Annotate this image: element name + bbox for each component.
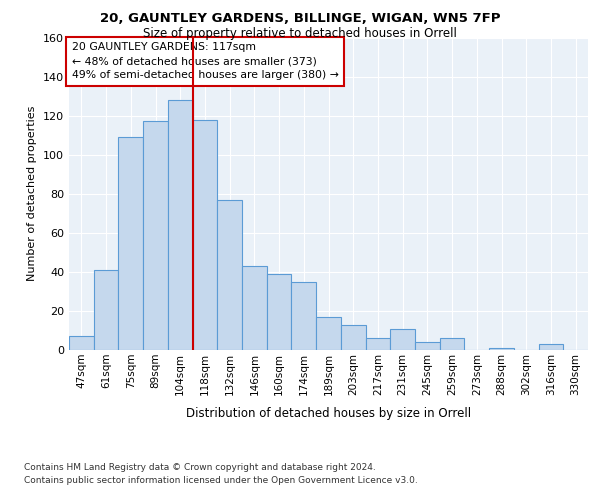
Bar xyxy=(440,338,464,350)
Bar xyxy=(489,348,514,350)
Bar xyxy=(341,324,365,350)
Bar xyxy=(267,274,292,350)
Text: 20, GAUNTLEY GARDENS, BILLINGE, WIGAN, WN5 7FP: 20, GAUNTLEY GARDENS, BILLINGE, WIGAN, W… xyxy=(100,12,500,26)
Y-axis label: Number of detached properties: Number of detached properties xyxy=(28,106,37,282)
Text: Size of property relative to detached houses in Orrell: Size of property relative to detached ho… xyxy=(143,28,457,40)
Bar xyxy=(365,338,390,350)
Bar xyxy=(316,317,341,350)
Bar xyxy=(143,122,168,350)
Bar xyxy=(168,100,193,350)
Bar xyxy=(539,344,563,350)
Text: Contains public sector information licensed under the Open Government Licence v3: Contains public sector information licen… xyxy=(24,476,418,485)
Text: 20 GAUNTLEY GARDENS: 117sqm
← 48% of detached houses are smaller (373)
49% of se: 20 GAUNTLEY GARDENS: 117sqm ← 48% of det… xyxy=(71,42,338,80)
Bar xyxy=(242,266,267,350)
Text: Distribution of detached houses by size in Orrell: Distribution of detached houses by size … xyxy=(186,408,472,420)
Bar xyxy=(217,200,242,350)
Bar xyxy=(193,120,217,350)
Bar xyxy=(390,328,415,350)
Bar xyxy=(415,342,440,350)
Text: Contains HM Land Registry data © Crown copyright and database right 2024.: Contains HM Land Registry data © Crown c… xyxy=(24,462,376,471)
Bar xyxy=(69,336,94,350)
Bar xyxy=(118,137,143,350)
Bar xyxy=(292,282,316,350)
Bar xyxy=(94,270,118,350)
